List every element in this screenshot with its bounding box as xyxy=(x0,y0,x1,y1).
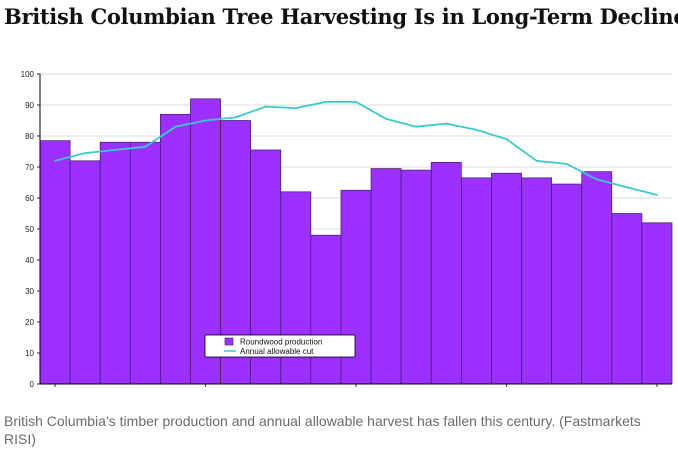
y-tick-label-20: 20 xyxy=(25,318,34,327)
x-tick-label-2010: 2010 xyxy=(347,391,365,392)
bar-2003 xyxy=(129,141,161,385)
legend: Roundwood production Annual allowable cu… xyxy=(204,334,356,358)
allowable-cut-point-2006 xyxy=(234,116,237,119)
x-tick-label-2015: 2015 xyxy=(498,391,516,392)
allowable-cut-point-2000 xyxy=(54,159,56,162)
y-tick-label-60: 60 xyxy=(25,194,34,203)
bar-2011 xyxy=(370,168,402,385)
y-tick-labels: 0 10 20 30 40 50 60 70 80 90 100 xyxy=(21,70,35,389)
allowable-cut-point-2017 xyxy=(565,163,568,165)
allowable-cut-point-2019 xyxy=(625,186,628,189)
allowable-cut-point-2011 xyxy=(385,118,387,120)
y-tick-label-50: 50 xyxy=(25,225,34,234)
allowable-cut-point-2015 xyxy=(505,138,508,140)
x-tick-label-2000: 2000 xyxy=(46,391,64,392)
bar-2013 xyxy=(430,161,462,385)
allowable-cut-point-2001 xyxy=(84,152,87,154)
bar-2000 xyxy=(39,140,71,385)
bar-2014 xyxy=(460,177,492,385)
bar-2018 xyxy=(581,171,613,385)
bar-2012 xyxy=(400,169,432,385)
bar-2020 xyxy=(641,222,673,385)
x-tick-label-2005: 2005 xyxy=(197,391,215,392)
y-tick-label-40: 40 xyxy=(25,256,34,265)
allowable-cut-point-2014 xyxy=(475,128,478,131)
allowable-cut-point-2008 xyxy=(294,107,297,109)
axes xyxy=(37,73,672,387)
bar-2016 xyxy=(521,177,552,385)
bar-2009 xyxy=(310,234,342,385)
legend-bar-swatch xyxy=(224,337,234,346)
y-tick-label-90: 90 xyxy=(25,101,34,110)
allowable-cut-point-2003 xyxy=(144,145,147,148)
legend-label-allowable-cut: Annual allowable cut xyxy=(240,347,314,356)
bar-2017 xyxy=(551,183,583,385)
y-tick-label-0: 0 xyxy=(30,380,35,389)
y-tick-label-70: 70 xyxy=(25,163,34,172)
chart-title: British Columbian Tree Harvesting Is in … xyxy=(4,4,678,29)
bar-2015 xyxy=(491,172,522,385)
figure-caption: British Columbia’s timber production and… xyxy=(4,413,641,447)
y-tick-label-100: 100 xyxy=(21,70,35,79)
allowable-cut-point-2009 xyxy=(325,101,327,103)
x-tick-label-2020: 2020 xyxy=(648,391,666,392)
allowable-cut-point-2013 xyxy=(445,122,448,125)
allowable-cut-point-2020 xyxy=(656,194,658,196)
allowable-cut-point-2007 xyxy=(264,105,267,108)
y-tick-label-30: 30 xyxy=(25,287,34,296)
allowable-cut-point-2012 xyxy=(415,125,418,128)
bar-2019 xyxy=(611,213,643,385)
bar-2002 xyxy=(99,141,131,385)
allowable-cut-point-2010 xyxy=(355,101,357,103)
allowable-cut-point-2002 xyxy=(114,149,117,151)
bar-2001 xyxy=(69,160,101,385)
y-tick-label-80: 80 xyxy=(25,132,34,141)
bar-series xyxy=(39,98,673,385)
allowable-cut-point-2018 xyxy=(595,178,598,181)
legend-label-roundwood: Roundwood production xyxy=(240,338,322,347)
line-series xyxy=(54,101,658,196)
y-tick-label-10: 10 xyxy=(25,349,34,358)
x-tick-labels: 2000 2005 2010 2015 2020 xyxy=(46,391,666,392)
allowable-cut-point-2016 xyxy=(535,159,538,162)
allowable-cut-point-2004 xyxy=(174,125,177,128)
legend-box xyxy=(204,334,356,358)
allowable-cut-point-2005 xyxy=(204,119,207,122)
bar-2004 xyxy=(160,113,191,385)
